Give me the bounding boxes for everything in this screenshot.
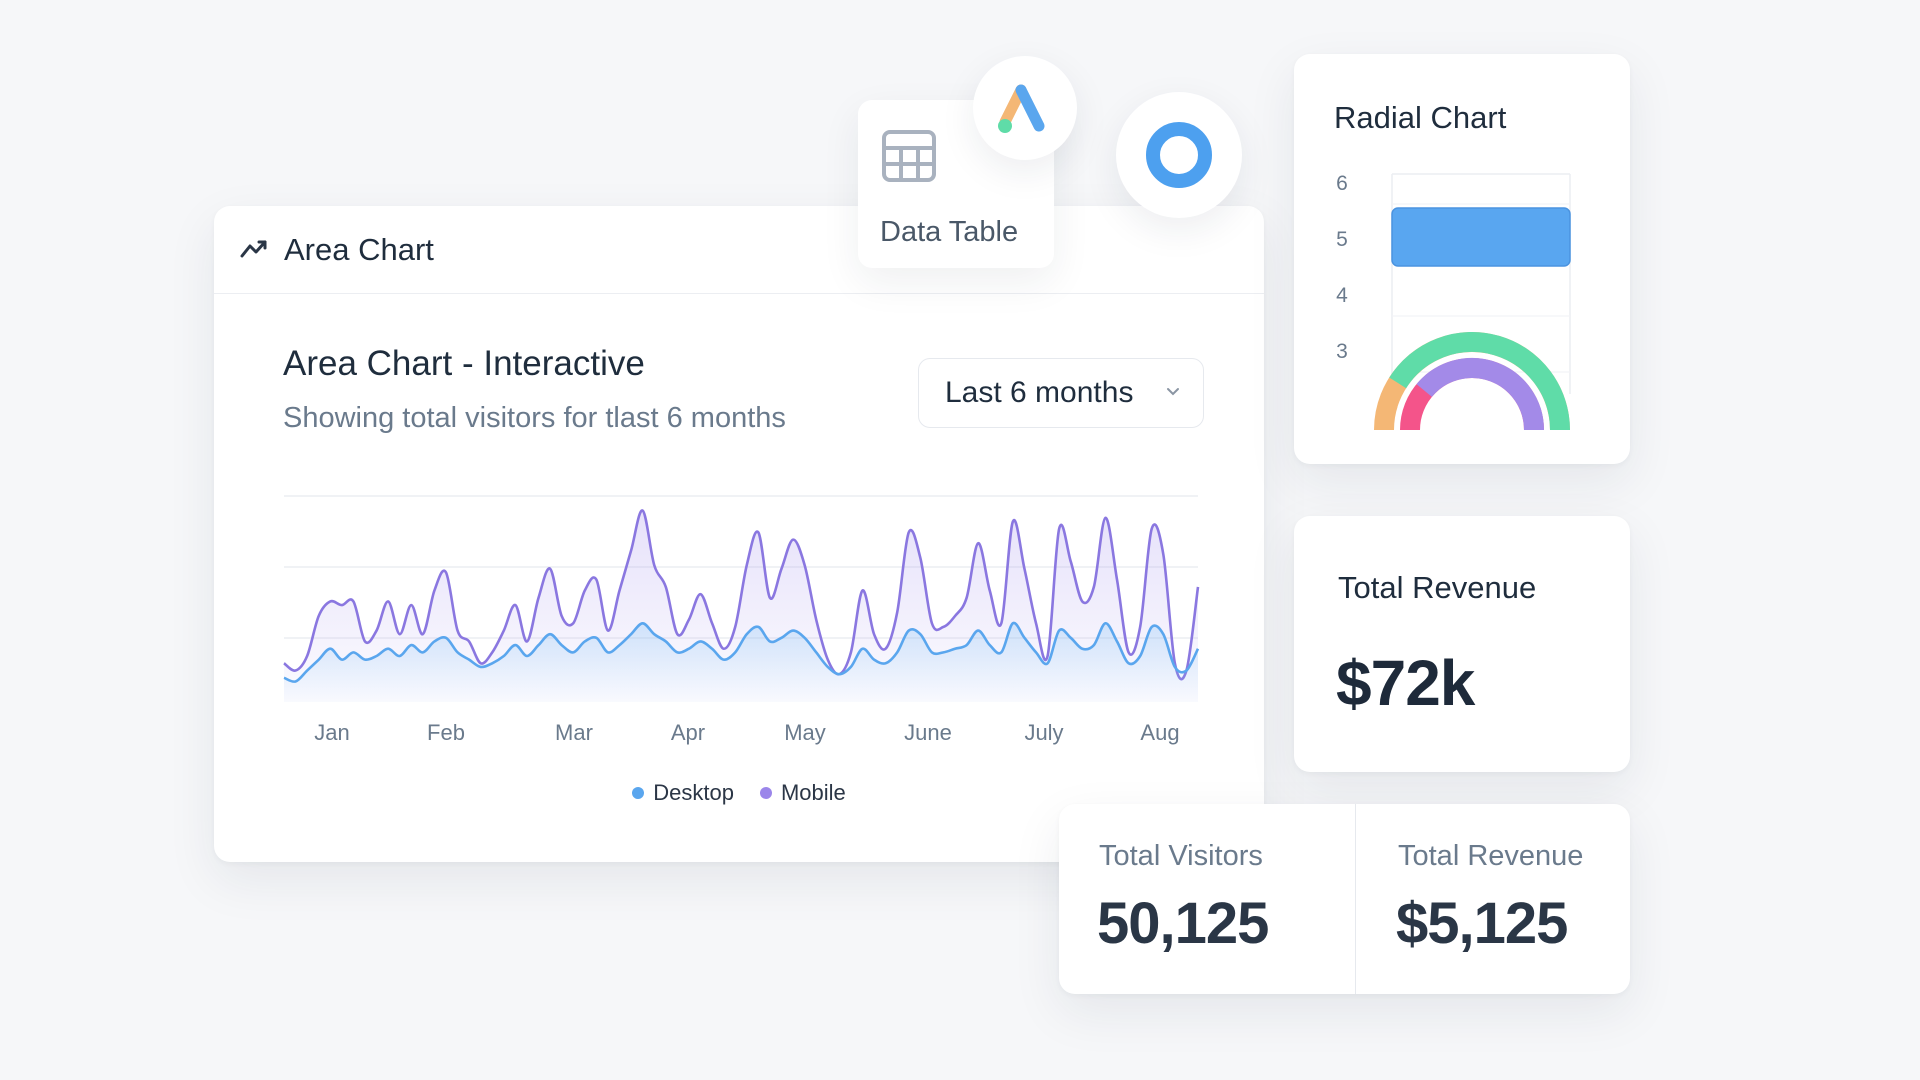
stat-total-visitors: Total Visitors 50,125 [1059,804,1355,994]
legend-item-mobile: Mobile [759,780,846,806]
y-tick-label: 4 [1336,284,1348,307]
chart-subtitle: Showing total visitors for tlast 6 month… [283,402,786,434]
ring-icon [1146,122,1212,188]
y-tick-label: 3 [1336,340,1348,363]
radial-chart-plot: 6 5 4 3 [1336,172,1571,431]
trend-line-icon [240,240,267,257]
radial-chart-title: Radial Chart [1334,100,1507,135]
series-line-desktop [283,621,1200,683]
total-revenue-card: Total Revenue $72k [1294,516,1630,772]
area-chart-card-header: Area Chart [214,206,1264,294]
x-tick-label: Jan [314,720,349,745]
chevron-down-icon [1167,388,1179,396]
table-grid-icon [882,130,936,182]
total-revenue-value: $72k [1336,647,1475,719]
stat-value: $5,125 [1396,891,1568,956]
series-line-mobile [283,509,1200,681]
stat-label: Total Visitors [1099,840,1263,872]
chart-title: Area Chart - Interactive [283,344,645,383]
bar [1391,207,1571,267]
ring-bubble[interactable] [1116,92,1242,218]
stat-value: 50,125 [1097,891,1269,956]
chart-legend: Desktop Mobile [214,780,1264,806]
legend-dot-mobile [759,787,772,799]
ads-logo-icon [998,84,1045,133]
stat-total-revenue: Total Revenue $5,125 [1355,804,1631,994]
x-tick-label: Mar [555,720,593,745]
legend-label-desktop: Desktop [653,780,734,805]
total-revenue-label: Total Revenue [1338,570,1537,605]
radial-ring-1 [1416,358,1544,431]
legend-dot-desktop [632,787,645,799]
x-tick-label: June [904,720,952,745]
radial-chart-card: Radial Chart 6 5 4 3 [1294,54,1630,464]
data-table-label: Data Table [880,216,1019,248]
time-range-select[interactable]: Last 6 months [918,358,1204,428]
x-tick-label: Apr [671,720,705,745]
x-tick-label: Feb [427,720,465,745]
legend-item-desktop: Desktop [632,780,734,806]
stats-card: Total Visitors 50,125 Total Revenue $5,1… [1059,804,1630,994]
y-tick-label: 5 [1336,228,1348,251]
x-tick-label: Aug [1140,720,1179,745]
area-chart-card: Area Chart Area Chart - Interactive Show… [214,206,1264,862]
x-tick-label: May [784,720,826,745]
ads-logo-bubble[interactable] [973,56,1077,160]
radial-ring-0 [1389,332,1570,431]
area-chart-header-title: Area Chart [284,231,434,267]
stat-label: Total Revenue [1398,840,1584,872]
time-range-value: Last 6 months [945,376,1134,409]
x-tick-label: July [1024,720,1063,745]
area-chart-plot: Jan Feb Mar Apr May June July Aug [283,495,1200,745]
y-tick-label: 6 [1336,172,1348,195]
legend-label-mobile: Mobile [780,780,846,805]
